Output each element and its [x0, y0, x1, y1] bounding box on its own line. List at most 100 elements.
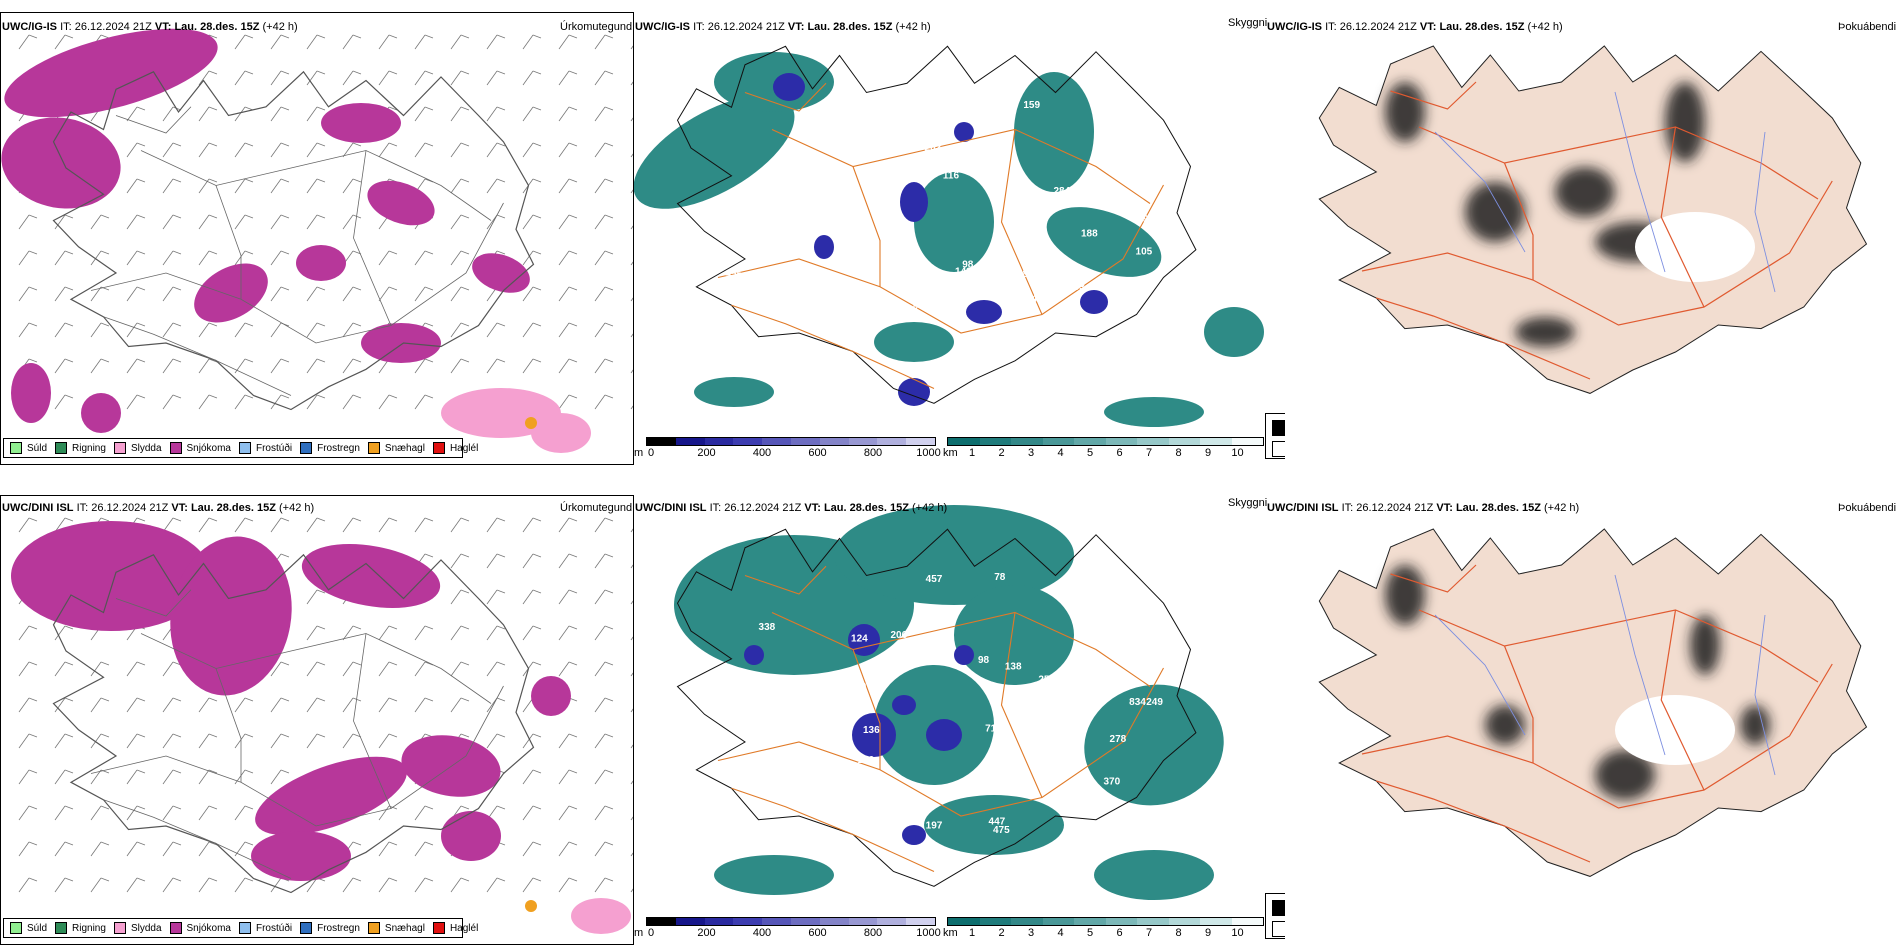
- wind-barb: [522, 553, 534, 569]
- wind-barb-flag: [316, 322, 326, 327]
- wind-barb: [558, 106, 570, 122]
- wind-barb: [414, 697, 426, 713]
- colorbar-tick: 2: [998, 447, 1005, 459]
- colorbar-tick: 8: [1175, 447, 1182, 459]
- wind-barb: [414, 625, 426, 641]
- wind-barb-flag: [568, 214, 578, 219]
- wind-barb-flag: [460, 358, 470, 363]
- legend-swatch: [169, 922, 182, 934]
- wind-barb: [630, 636, 633, 641]
- precip-header-bottom: UWC/DINI ISL IT: 26.12.2024 21Z VT: Lau.…: [2, 502, 315, 514]
- wind-barb: [306, 106, 318, 122]
- road: [1376, 297, 1591, 380]
- wind-barb-flag: [352, 250, 362, 255]
- low-ceiling-area: [814, 235, 834, 259]
- ceiling-label: 75: [832, 209, 844, 220]
- colorbar-bin: [762, 438, 791, 445]
- wind-barb-flag: [172, 358, 182, 363]
- low-visibility-area: [634, 95, 795, 209]
- wind-barb: [162, 142, 174, 158]
- wind-barb: [558, 589, 570, 605]
- ceiling-colorbar-bottom: m 0 200 400 600 800 1000: [634, 917, 941, 943]
- wind-barb-flag: [208, 697, 218, 702]
- wind-barb: [306, 322, 318, 338]
- wind-barb: [342, 517, 354, 533]
- wind-barb: [450, 214, 462, 230]
- wind-barb: [450, 178, 462, 194]
- wind-barb: [90, 769, 102, 785]
- wind-barb-flag: [532, 877, 542, 882]
- ceiling-label: 124: [851, 634, 868, 645]
- wind-barb-flag: [316, 697, 326, 702]
- wind-barb: [234, 214, 246, 230]
- wind-barb-flag: [460, 661, 470, 666]
- wind-barb-flag: [604, 553, 614, 558]
- fog-dark-area: [1595, 750, 1655, 800]
- wind-barb: [486, 733, 498, 749]
- river: [1614, 91, 1666, 273]
- legend-swatch: [55, 442, 68, 454]
- ceiling-label: 137: [902, 304, 919, 315]
- wind-barb: [198, 214, 210, 230]
- road-network: [717, 565, 1164, 873]
- wind-barb: [594, 358, 606, 374]
- colorbar-bin: [647, 438, 676, 445]
- wind-barb-flag: [604, 697, 614, 702]
- low-ceiling-area: [773, 73, 805, 101]
- wind-barb: [630, 888, 633, 893]
- wind-barb: [198, 517, 210, 533]
- wind-barb-flag: [460, 34, 470, 39]
- ceiling-label: 350: [937, 292, 954, 303]
- wind-barb-flag: [604, 178, 614, 183]
- wind-barb-flag: [532, 661, 542, 666]
- wind-barb-flag: [496, 322, 506, 327]
- wind-barb: [414, 394, 426, 410]
- wind-barb: [630, 297, 633, 302]
- snow-area: [170, 536, 292, 696]
- wind-barb: [378, 250, 390, 266]
- wind-barb-flag: [280, 106, 290, 111]
- wind-barb: [270, 286, 282, 302]
- low-ceiling-area-group: [744, 624, 974, 845]
- wind-barb: [594, 805, 606, 821]
- wind-barb: [450, 877, 462, 893]
- ceiling-label: 455: [726, 269, 743, 280]
- colorbar-bin: [790, 918, 820, 925]
- sleet-area: [531, 413, 591, 453]
- wind-barb-flag: [568, 34, 578, 39]
- colorbar-strip: [947, 437, 1264, 446]
- wind-barb-flag: [496, 697, 506, 702]
- wind-barb-flag: [244, 142, 254, 147]
- wind-barb: [594, 841, 606, 857]
- wind-barb-flag: [496, 142, 506, 147]
- wind-barb-flag: [244, 841, 254, 846]
- wind-barb-flag: [568, 286, 578, 291]
- legend-swatch: [238, 442, 251, 454]
- wind-barb-flag: [100, 877, 110, 882]
- low-visibility-area: [1104, 397, 1204, 427]
- wind-barb-flag: [532, 769, 542, 774]
- wind-barb: [630, 189, 633, 194]
- wind-barb: [90, 322, 102, 338]
- wind-barb-flag: [280, 517, 290, 522]
- colorbar-bin: [948, 918, 980, 925]
- river: [1754, 131, 1776, 293]
- wind-barb: [126, 322, 138, 338]
- snow-area: [251, 831, 351, 881]
- wind-barb-flag: [532, 805, 542, 810]
- snow-area: [11, 521, 211, 631]
- wind-barb-flag: [532, 214, 542, 219]
- colorbar-bin: [733, 918, 763, 925]
- legend-label: Snæhagl: [384, 922, 425, 934]
- wind-barb-flag: [424, 877, 434, 882]
- wind-barb-flag: [388, 106, 398, 111]
- wind-barb: [90, 661, 102, 677]
- road-network: [90, 589, 504, 879]
- wind-barb-flag: [604, 517, 614, 522]
- wind-barb: [558, 769, 570, 785]
- wind-barb: [270, 70, 282, 86]
- colorbar-tick: 9: [1204, 447, 1212, 459]
- wind-barb-flag: [100, 517, 110, 522]
- wind-barb: [18, 517, 30, 533]
- road: [1361, 663, 1833, 809]
